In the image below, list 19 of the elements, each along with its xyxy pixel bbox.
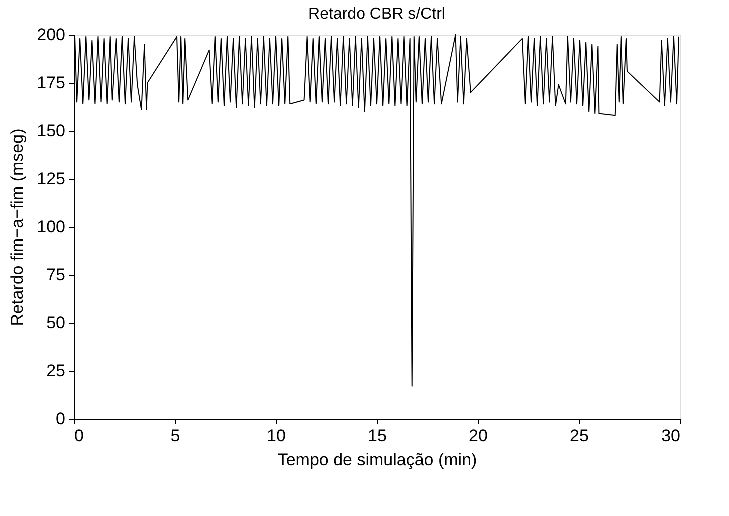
y-tick-label: 100 (37, 218, 66, 236)
x-tick-label: 5 (170, 426, 180, 446)
x-tick-label: 25 (570, 426, 589, 446)
x-tick-label: 30 (662, 426, 680, 446)
x-tick-label: 20 (469, 426, 488, 446)
y-tick-label: 125 (37, 170, 66, 188)
y-tick-label: 200 (37, 26, 66, 44)
x-axis-title: Tempo de simulação (min) (278, 450, 478, 470)
y-tick-label: 150 (37, 122, 66, 140)
y-axis-title: Retardo fim−a−fim (mseg) (8, 128, 28, 326)
x-tick-label: 10 (267, 426, 286, 446)
y-tick-label: 25 (46, 362, 66, 380)
y-tick-label: 75 (46, 266, 66, 284)
y-tick-label: 175 (37, 74, 66, 92)
x-tick-label: 0 (74, 426, 84, 446)
x-tick-label: 15 (368, 426, 387, 446)
y-tick-label: 50 (46, 314, 66, 332)
y-tick-label: 0 (56, 410, 66, 428)
chart-title: Retardo CBR s/Ctrl (308, 6, 446, 23)
